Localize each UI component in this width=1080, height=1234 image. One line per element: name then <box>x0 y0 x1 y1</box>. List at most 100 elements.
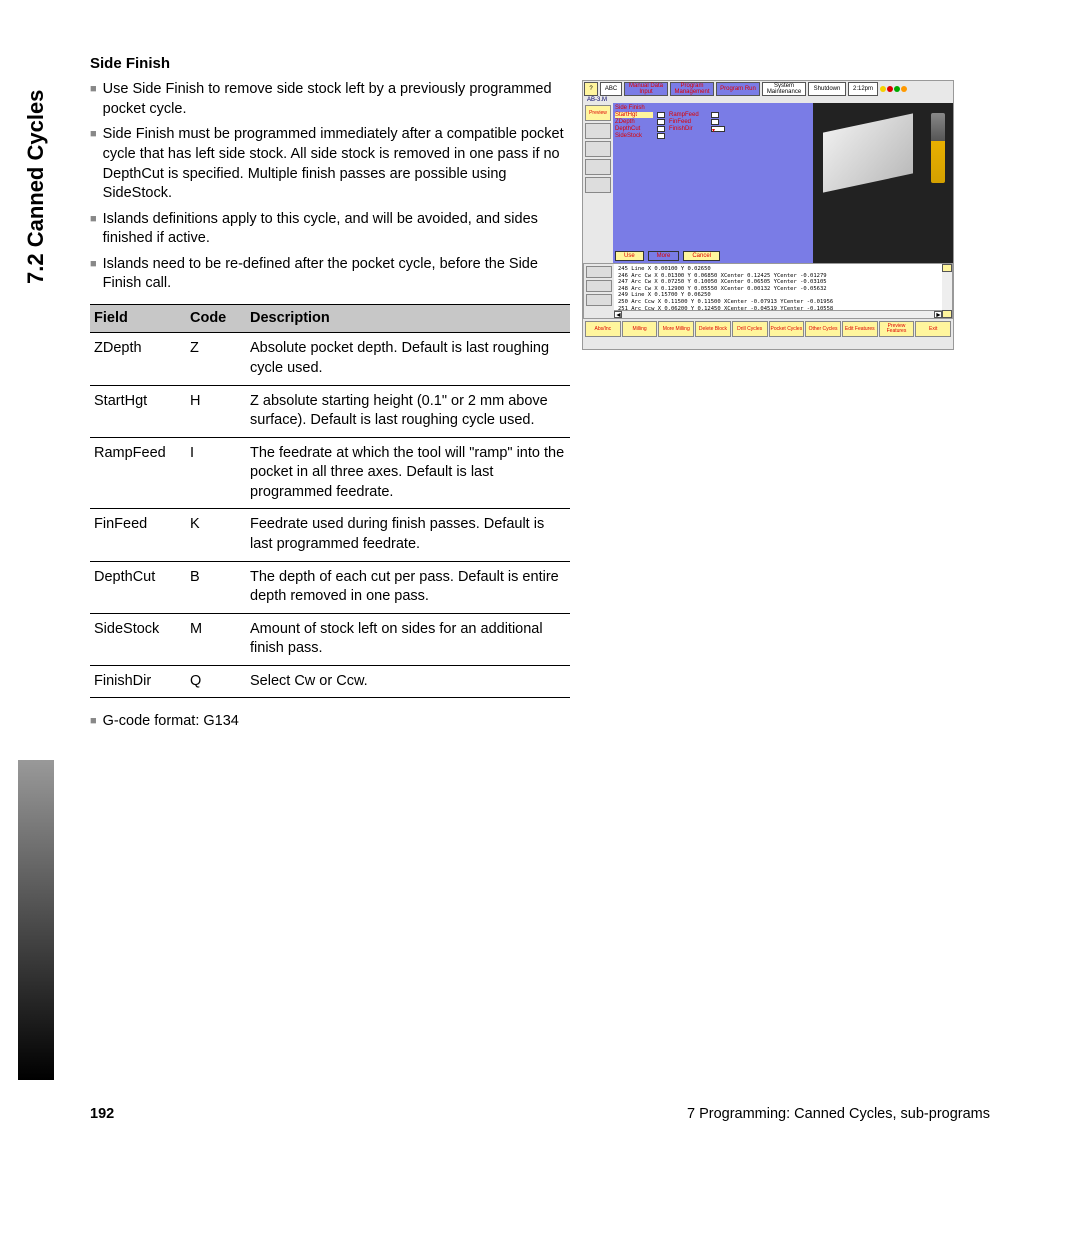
bullet-item: ■Islands need to be re-defined after the… <box>90 255 570 294</box>
bullet-text: Islands definitions apply to this cycle,… <box>103 210 570 249</box>
cell-field: ZDepth <box>90 333 186 385</box>
content-column: Side Finish ■Use Side Finish to remove s… <box>90 54 570 738</box>
sk-abs-inc[interactable]: Abs/Inc <box>585 321 621 337</box>
bullet-item: ■Use Side Finish to remove side stock le… <box>90 80 570 119</box>
section-tab: 7.2 Canned Cycles <box>18 40 54 290</box>
mdi-tab[interactable]: Manual Data Input <box>624 82 668 96</box>
cnc-screenshot: ? ABC Manual Data Input Program Manageme… <box>582 80 954 350</box>
sk-drill-cycles[interactable]: Drill Cycles <box>732 321 768 337</box>
field-starthgt[interactable]: StartHgt <box>615 112 653 118</box>
preview-3d <box>813 103 953 263</box>
cell-field: StartHgt <box>90 385 186 437</box>
use-button[interactable]: Use <box>615 251 644 261</box>
table-row: FinishDirQSelect Cw or Ccw. <box>90 665 570 698</box>
page-footer: 192 7 Programming: Canned Cycles, sub-pr… <box>90 1106 990 1122</box>
vertical-scrollbar[interactable] <box>942 264 952 318</box>
input[interactable] <box>657 133 665 139</box>
gcode-note: ■G-code format: G134 <box>90 712 570 732</box>
code-line: 247 Arc Cw X 0.07250 Y 0.10050 XCenter 0… <box>618 279 938 286</box>
sk-preview-features[interactable]: Preview Features <box>879 321 915 337</box>
more-button[interactable]: More <box>648 251 680 261</box>
cell-code: K <box>186 509 246 561</box>
list-button[interactable] <box>586 294 612 306</box>
field-finfeed[interactable]: FinFeed <box>669 119 707 125</box>
cell-desc: Absolute pocket depth. Default is last r… <box>246 333 570 385</box>
input[interactable] <box>657 126 665 132</box>
horizontal-scrollbar[interactable]: ◄ ► <box>614 310 942 318</box>
code-line: 250 Arc Ccw X 0.11500 Y 0.11500 XCenter … <box>618 299 938 306</box>
table-row: FinFeedKFeedrate used during finish pass… <box>90 509 570 561</box>
prog-mgmt-tab[interactable]: Program Management <box>670 82 714 96</box>
bullet-text: Use Side Finish to remove side stock lef… <box>103 80 570 119</box>
list-button[interactable] <box>586 266 612 278</box>
sk-more-milling[interactable]: More Milling <box>658 321 694 337</box>
sk-delete-block[interactable]: Delete Block <box>695 321 731 337</box>
input[interactable] <box>657 112 665 118</box>
page-number: 192 <box>90 1106 114 1122</box>
cell-field: FinFeed <box>90 509 186 561</box>
table-row: DepthCutBThe depth of each cut per pass.… <box>90 561 570 613</box>
cell-desc: The feedrate at which the tool will "ram… <box>246 437 570 509</box>
prog-run-tab[interactable]: Program Run <box>716 82 760 96</box>
top-toolbar: ? ABC Manual Data Input Program Manageme… <box>583 81 953 97</box>
table-row: StartHgtHZ absolute starting height (0.1… <box>90 385 570 437</box>
scroll-right-icon[interactable]: ► <box>934 311 942 318</box>
sk-other-cycles[interactable]: Other Cycles <box>805 321 841 337</box>
time-display: 2:12pm <box>848 82 878 96</box>
scroll-up-icon[interactable] <box>942 264 952 272</box>
code-line: 245 Line X 0.00100 Y 0.02650 <box>618 266 938 273</box>
cell-field: FinishDir <box>90 665 186 698</box>
field-depthcut[interactable]: DepthCut <box>615 126 653 132</box>
view-button[interactable] <box>585 159 611 175</box>
sk-edit-features[interactable]: Edit Features <box>842 321 878 337</box>
sk-exit[interactable]: Exit <box>915 321 951 337</box>
shutdown-button[interactable]: Shutdown <box>808 82 846 96</box>
view-toolbar: Preview <box>583 103 613 263</box>
cell-desc: Feedrate used during finish passes. Defa… <box>246 509 570 561</box>
chapter-title: 7 Programming: Canned Cycles, sub-progra… <box>687 1106 990 1122</box>
abc-button[interactable]: ABC <box>600 82 622 96</box>
cell-desc: Select Cw or Ccw. <box>246 665 570 698</box>
table-row: RampFeedIThe feedrate at which the tool … <box>90 437 570 509</box>
sk-milling[interactable]: Milling <box>622 321 658 337</box>
input[interactable] <box>711 119 719 125</box>
bullet-item: ■Side Finish must be programmed immediat… <box>90 125 570 203</box>
view-button[interactable] <box>585 123 611 139</box>
cell-desc: Z absolute starting height (0.1" or 2 mm… <box>246 385 570 437</box>
bullet-text: Islands need to be re-defined after the … <box>103 255 570 294</box>
input[interactable] <box>711 112 719 118</box>
sys-maint-tab[interactable]: System Maintenance <box>762 82 806 96</box>
help-button[interactable]: ? <box>584 82 598 96</box>
scroll-down-icon[interactable] <box>942 310 952 318</box>
table-row: ZDepthZAbsolute pocket depth. Default is… <box>90 333 570 385</box>
cycle-form: Side Finish StartHgtRampFeed ZDepthFinFe… <box>613 103 813 263</box>
cell-desc: Amount of stock left on sides for an add… <box>246 613 570 665</box>
cell-field: SideStock <box>90 613 186 665</box>
list-button[interactable] <box>586 280 612 292</box>
th-desc: Description <box>246 304 570 333</box>
preview-tab[interactable]: Preview <box>585 105 611 121</box>
view-button[interactable] <box>585 141 611 157</box>
th-field: Field <box>90 304 186 333</box>
code-line: 248 Arc Cw X 0.12900 Y 0.05550 XCenter 0… <box>618 286 938 293</box>
cell-code: B <box>186 561 246 613</box>
field-sidestock[interactable]: SideStock <box>615 133 653 139</box>
cell-desc: The depth of each cut per pass. Default … <box>246 561 570 613</box>
bullet-item: ■Islands definitions apply to this cycle… <box>90 210 570 249</box>
field-rampfeed[interactable]: RampFeed <box>669 112 707 118</box>
field-finishdir[interactable]: FinishDir <box>669 126 707 132</box>
field-zdepth[interactable]: ZDepth <box>615 119 653 125</box>
view-button[interactable] <box>585 177 611 193</box>
heading-side-finish: Side Finish <box>90 54 570 74</box>
cancel-button[interactable]: Cancel <box>683 251 720 261</box>
sk-pocket-cycles[interactable]: Pocket Cycles <box>769 321 805 337</box>
scroll-left-icon[interactable]: ◄ <box>614 311 622 318</box>
workpiece <box>823 113 913 192</box>
dropdown[interactable]: ▾ <box>711 126 725 132</box>
gcode-text: G-code format: G134 <box>103 712 570 732</box>
input[interactable] <box>657 119 665 125</box>
bullet-text: Side Finish must be programmed immediate… <box>103 125 570 203</box>
code-line: 246 Arc Cw X 0.01300 Y 0.06850 XCenter 0… <box>618 273 938 280</box>
th-code: Code <box>186 304 246 333</box>
status-indicators <box>880 82 907 96</box>
